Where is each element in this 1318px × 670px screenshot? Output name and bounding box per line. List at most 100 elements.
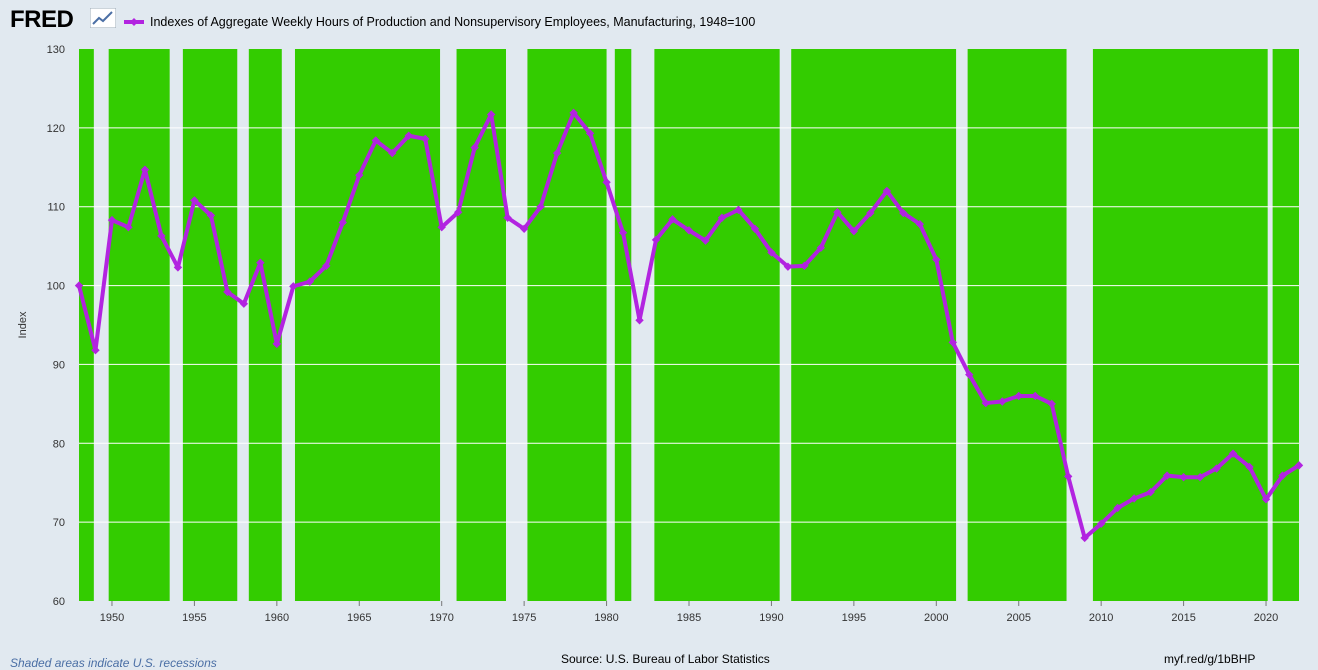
data-point <box>1031 391 1040 401</box>
data-point <box>388 148 397 158</box>
data-point <box>1113 503 1122 513</box>
short-url-link[interactable]: myf.red/g/1bBHP <box>1164 652 1256 666</box>
recession-note: Shaded areas indicate U.S. recessions <box>10 656 217 670</box>
source-note: Source: U.S. Bureau of Labor Statistics <box>561 652 770 666</box>
x-tick-label: 1950 <box>100 612 124 624</box>
data-point <box>74 281 84 290</box>
data-point <box>1294 461 1304 470</box>
x-tick-label: 2005 <box>1006 612 1030 624</box>
recession-band <box>440 49 457 601</box>
data-point <box>1261 495 1271 504</box>
data-point <box>355 170 364 180</box>
recession-band <box>237 49 249 601</box>
y-tick-label: 110 <box>47 202 65 214</box>
x-tick-label: 1975 <box>512 612 536 624</box>
data-point <box>322 261 331 271</box>
data-point <box>437 223 446 232</box>
chart-header: FRED Indexes of Aggregate Weekly Hours o… <box>0 0 1318 44</box>
y-tick-label: 120 <box>47 123 65 135</box>
data-point <box>899 208 908 218</box>
x-tick-label: 2020 <box>1254 612 1278 624</box>
data-point <box>421 134 430 144</box>
data-point <box>734 205 743 215</box>
x-tick-label: 1965 <box>347 612 371 624</box>
y-tick-label: 100 <box>47 281 65 293</box>
x-tick-label: 1970 <box>429 612 453 624</box>
data-point <box>981 398 990 408</box>
data-point <box>635 316 644 325</box>
data-point <box>1080 533 1089 543</box>
data-point <box>173 263 183 272</box>
data-point <box>569 108 578 118</box>
x-tick-label: 2000 <box>924 612 948 624</box>
data-point <box>1096 519 1106 528</box>
y-tick-label: 130 <box>47 44 65 56</box>
data-point <box>256 258 265 267</box>
legend-label: Indexes of Aggregate Weekly Hours of Pro… <box>150 15 756 29</box>
data-point <box>305 277 315 286</box>
recession-band <box>1066 49 1093 601</box>
x-tick-label: 1995 <box>842 612 866 624</box>
data-point <box>1162 471 1172 480</box>
data-point <box>800 261 809 271</box>
recession-band <box>779 49 792 601</box>
data-point <box>206 211 216 220</box>
data-point <box>783 262 793 271</box>
data-point <box>618 228 628 237</box>
data-point <box>767 248 776 257</box>
x-tick-label: 2015 <box>1171 612 1195 624</box>
data-point <box>1245 462 1254 472</box>
y-tick-label: 60 <box>53 596 65 608</box>
x-tick-label: 1955 <box>182 612 206 624</box>
data-point <box>404 131 413 140</box>
x-tick-label: 1990 <box>759 612 783 624</box>
data-point <box>948 338 957 347</box>
data-point <box>503 213 512 222</box>
data-point <box>1195 472 1205 482</box>
legend-swatch-icon <box>124 18 144 26</box>
data-point <box>223 287 232 297</box>
data-point <box>833 208 842 217</box>
data-point <box>1014 391 1023 401</box>
x-tick-label: 1980 <box>594 612 618 624</box>
data-point <box>965 370 974 379</box>
data-point <box>453 208 463 217</box>
data-point <box>239 299 249 308</box>
recession-band <box>606 49 615 601</box>
data-point <box>371 136 380 145</box>
data-point <box>1278 471 1287 480</box>
data-point <box>107 215 117 225</box>
data-point <box>1063 472 1073 481</box>
data-point <box>717 213 727 222</box>
x-tick-label: 2010 <box>1089 612 1113 624</box>
y-tick-label: 70 <box>53 517 65 529</box>
recession-band <box>281 49 295 601</box>
data-point <box>932 255 941 264</box>
data-point <box>816 243 826 252</box>
data-point <box>289 282 298 291</box>
x-tick-label: 1960 <box>265 612 289 624</box>
y-axis-label: Index <box>17 311 29 338</box>
plot-area <box>79 49 1299 601</box>
data-point <box>552 148 562 158</box>
recession-band <box>169 49 183 601</box>
data-point <box>91 346 100 355</box>
data-point <box>190 196 199 205</box>
data-point <box>585 129 595 138</box>
fred-logo: FRED <box>10 6 74 33</box>
recession-band <box>93 49 109 601</box>
legend[interactable]: Indexes of Aggregate Weekly Hours of Pro… <box>124 12 755 32</box>
data-point <box>1179 472 1188 482</box>
data-point <box>519 224 529 233</box>
data-point <box>470 143 479 152</box>
data-point <box>486 110 496 119</box>
data-point <box>998 397 1007 406</box>
data-point <box>1228 449 1238 458</box>
data-point <box>140 165 150 174</box>
recession-band <box>956 49 968 601</box>
data-point <box>1212 464 1221 473</box>
data-point <box>536 202 545 211</box>
recession-band <box>631 49 655 601</box>
recession-band <box>1267 49 1273 601</box>
